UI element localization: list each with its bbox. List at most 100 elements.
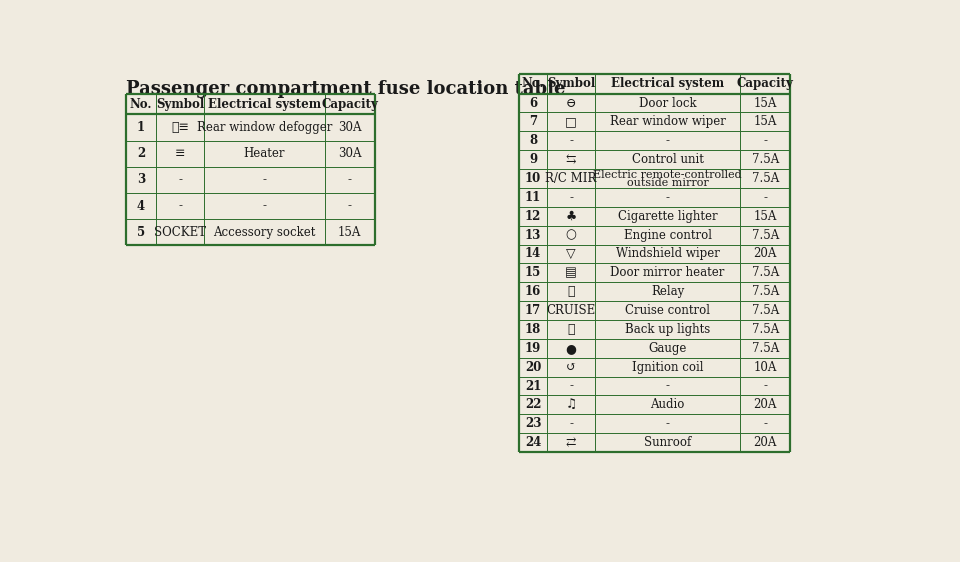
Text: -: - <box>569 134 573 147</box>
Text: 7.5A: 7.5A <box>752 323 779 336</box>
Text: 12: 12 <box>525 210 541 223</box>
Text: 24: 24 <box>525 436 541 449</box>
Text: ⇆: ⇆ <box>565 153 576 166</box>
Text: 9: 9 <box>529 153 538 166</box>
Text: 7.5A: 7.5A <box>752 153 779 166</box>
Text: Ignition coil: Ignition coil <box>632 361 704 374</box>
Text: -: - <box>665 417 669 430</box>
Text: 15A: 15A <box>754 210 777 223</box>
Text: -: - <box>262 173 267 187</box>
Text: ⌀: ⌀ <box>567 285 575 298</box>
Text: ▤: ▤ <box>565 266 577 279</box>
Text: 19: 19 <box>525 342 541 355</box>
Text: -: - <box>569 417 573 430</box>
Text: outside mirror: outside mirror <box>627 178 708 188</box>
Text: Relay: Relay <box>651 285 684 298</box>
Text: 7.5A: 7.5A <box>752 266 779 279</box>
Text: 6: 6 <box>529 97 538 110</box>
Text: ⇄: ⇄ <box>565 436 576 449</box>
Text: Electrical system: Electrical system <box>208 98 321 111</box>
Text: -: - <box>569 379 573 392</box>
Text: 3: 3 <box>137 173 145 187</box>
Text: 8: 8 <box>529 134 538 147</box>
Text: 20A: 20A <box>754 436 777 449</box>
Text: -: - <box>763 191 767 204</box>
Text: Windshield wiper: Windshield wiper <box>615 247 719 260</box>
Text: 21: 21 <box>525 379 541 392</box>
Text: 30A: 30A <box>338 147 362 160</box>
Text: 30A: 30A <box>338 121 362 134</box>
Text: -: - <box>178 173 182 187</box>
Text: Electrical system: Electrical system <box>611 77 724 90</box>
Text: 22: 22 <box>525 398 541 411</box>
Text: 10: 10 <box>525 172 541 185</box>
Text: R/C MIR: R/C MIR <box>545 172 597 185</box>
Text: Audio: Audio <box>650 398 684 411</box>
Text: Cruise control: Cruise control <box>625 304 710 317</box>
Text: 7.5A: 7.5A <box>752 342 779 355</box>
Text: -: - <box>262 200 267 212</box>
Text: No.: No. <box>130 98 153 111</box>
Text: No.: No. <box>522 77 544 90</box>
Text: 4: 4 <box>137 200 145 212</box>
Text: ≡: ≡ <box>175 147 185 160</box>
Text: 20: 20 <box>525 361 541 374</box>
Text: 7.5A: 7.5A <box>752 229 779 242</box>
Text: -: - <box>665 379 669 392</box>
Text: ♫: ♫ <box>565 398 577 411</box>
Text: -: - <box>763 417 767 430</box>
Text: -: - <box>763 379 767 392</box>
Text: ☐≡: ☐≡ <box>171 121 189 134</box>
Text: 17: 17 <box>525 304 541 317</box>
Text: 14: 14 <box>525 247 541 260</box>
Text: 16: 16 <box>525 285 541 298</box>
Text: Back up lights: Back up lights <box>625 323 710 336</box>
Text: 20A: 20A <box>754 398 777 411</box>
Text: Cigarette lighter: Cigarette lighter <box>617 210 717 223</box>
Text: 15A: 15A <box>338 226 362 239</box>
Text: Ⓞ: Ⓞ <box>567 323 575 336</box>
Text: Control unit: Control unit <box>632 153 704 166</box>
Text: □: □ <box>565 115 577 129</box>
Text: Electric remote-controlled: Electric remote-controlled <box>593 170 742 180</box>
Text: Door mirror heater: Door mirror heater <box>611 266 725 279</box>
Text: 7.5A: 7.5A <box>752 304 779 317</box>
Text: Accessory socket: Accessory socket <box>213 226 316 239</box>
Text: ⊖: ⊖ <box>565 97 576 110</box>
Text: 15A: 15A <box>754 115 777 129</box>
Text: Capacity: Capacity <box>736 77 794 90</box>
Text: 5: 5 <box>137 226 145 239</box>
Text: 18: 18 <box>525 323 541 336</box>
Text: Gauge: Gauge <box>648 342 686 355</box>
Text: ↺: ↺ <box>565 361 576 374</box>
Text: ▽: ▽ <box>566 247 576 260</box>
Text: Passenger compartment fuse location table: Passenger compartment fuse location tabl… <box>126 80 565 98</box>
Text: Sunroof: Sunroof <box>644 436 691 449</box>
Text: Symbol: Symbol <box>156 98 204 111</box>
Text: 10A: 10A <box>754 361 777 374</box>
Text: 15: 15 <box>525 266 541 279</box>
Text: 13: 13 <box>525 229 541 242</box>
Text: 11: 11 <box>525 191 541 204</box>
Text: CRUISE: CRUISE <box>546 304 595 317</box>
Text: Heater: Heater <box>244 147 285 160</box>
Text: 7.5A: 7.5A <box>752 172 779 185</box>
Text: -: - <box>665 191 669 204</box>
Text: Rear window defogger: Rear window defogger <box>197 121 332 134</box>
Text: ○: ○ <box>565 229 577 242</box>
Text: Door lock: Door lock <box>638 97 696 110</box>
Text: 7: 7 <box>529 115 538 129</box>
Text: ●: ● <box>565 342 577 355</box>
Text: Engine control: Engine control <box>624 229 711 242</box>
Text: ♣: ♣ <box>565 210 577 223</box>
Text: 7.5A: 7.5A <box>752 285 779 298</box>
Text: Capacity: Capacity <box>322 98 378 111</box>
Text: 2: 2 <box>137 147 145 160</box>
Text: 20A: 20A <box>754 247 777 260</box>
Text: 1: 1 <box>137 121 145 134</box>
Text: Rear window wiper: Rear window wiper <box>610 115 726 129</box>
Text: -: - <box>348 200 351 212</box>
Text: -: - <box>665 134 669 147</box>
Text: SOCKET: SOCKET <box>154 226 206 239</box>
Text: -: - <box>348 173 351 187</box>
